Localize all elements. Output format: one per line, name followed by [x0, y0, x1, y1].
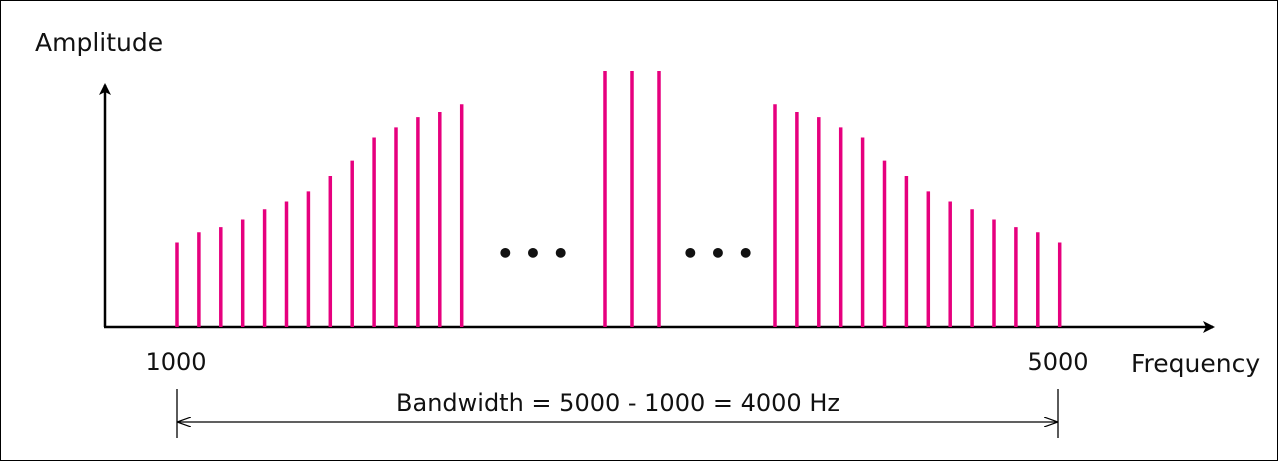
tick-label-1000: 1000 [145, 348, 206, 376]
x-axis-label: Frequency [1131, 349, 1260, 378]
tick-label-5000: 5000 [1027, 348, 1088, 376]
ellipsis-left: • • • [496, 237, 569, 270]
spectral-lines [175, 71, 1062, 327]
ellipsis-right: • • • [681, 237, 754, 270]
bandwidth-label: Bandwidth = 5000 - 1000 = 4000 Hz [396, 389, 840, 417]
y-axis-label: Amplitude [35, 28, 163, 57]
